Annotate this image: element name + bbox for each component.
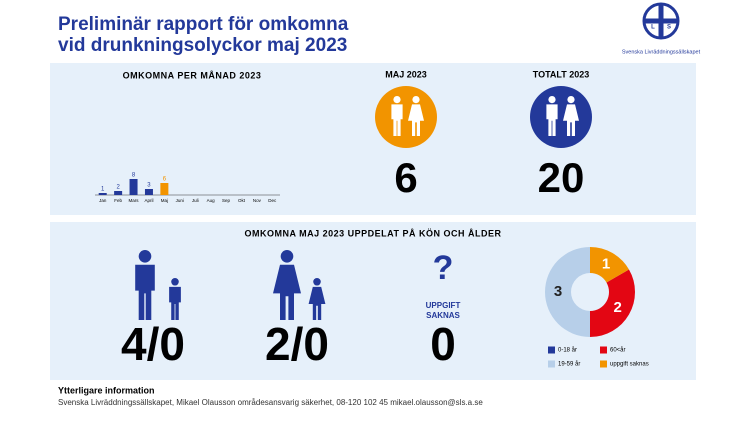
legend-swatch	[548, 360, 555, 368]
person-body	[546, 104, 558, 136]
x-tick-label: Sep	[222, 198, 231, 203]
person-body	[391, 104, 403, 136]
slice-label: 1	[602, 255, 610, 272]
breakdown-title: OMKOMNA MAJ 2023 UPPDELAT PÅ KÖN OCH ÅLD…	[244, 228, 501, 238]
donut-slice	[545, 247, 590, 337]
person-body	[308, 286, 326, 320]
legend-swatch	[600, 346, 607, 354]
unknown-label: SAKNAS	[426, 311, 460, 320]
donut-slice	[590, 247, 629, 283]
x-tick-label: Juli	[192, 198, 199, 203]
x-tick-label: Okt	[238, 198, 246, 203]
legend-label: 60<år	[610, 347, 626, 354]
x-tick-label: Nov	[253, 198, 262, 203]
legend-label: 19-59 år	[558, 361, 580, 368]
x-tick-label: Aug	[207, 198, 216, 203]
bar	[98, 193, 107, 195]
x-tick-label: Jan	[99, 198, 107, 203]
women-value: 2/0	[265, 318, 329, 370]
bar	[129, 179, 138, 195]
bar	[160, 183, 169, 195]
title: Preliminär rapport för omkomna	[58, 14, 349, 35]
men-value: 4/0	[121, 318, 185, 370]
kpi-label: TOTALT 2023	[533, 69, 590, 79]
top-panel	[50, 63, 696, 215]
person-body	[273, 264, 301, 320]
value-label: 3	[147, 183, 151, 189]
slice-label: 3	[554, 283, 562, 300]
x-tick-label: April	[144, 198, 153, 203]
question-mark: ?	[433, 249, 454, 287]
value-label: 2	[116, 185, 120, 191]
bar	[114, 191, 123, 195]
legend-swatch	[600, 360, 607, 368]
kpi-circle	[530, 86, 592, 148]
unknown-label: UPPGIFT	[426, 301, 461, 310]
kpi-circle	[375, 86, 437, 148]
x-tick-label: Dec	[268, 198, 277, 203]
logo-letter: S	[659, 12, 663, 18]
legend-swatch	[548, 346, 555, 354]
value-label: 6	[163, 177, 167, 183]
person-head	[171, 278, 179, 286]
slice-label: 2	[614, 299, 622, 316]
x-tick-label: Feb	[114, 198, 122, 203]
legend-label: 0-18 år	[558, 347, 577, 354]
person-body	[135, 264, 155, 320]
person-body	[169, 286, 181, 320]
bar	[144, 189, 153, 195]
person-head	[280, 249, 294, 263]
logo: S L S Svenska Livräddningssällskapet	[622, 2, 701, 55]
kpi-label: MAJ 2023	[385, 69, 427, 79]
person-head	[138, 249, 152, 263]
person-body	[563, 104, 579, 136]
value-label: 8	[132, 173, 136, 179]
legend-label: uppgift saknas	[610, 362, 649, 368]
logo-letter: S	[667, 25, 671, 31]
person-head	[412, 96, 420, 104]
value-label: 1	[101, 187, 105, 193]
unknown-value: 0	[430, 318, 456, 370]
footer-heading: Ytterligare information	[58, 385, 155, 395]
kpi-value: 6	[394, 154, 417, 201]
x-tick-label: Juni	[176, 198, 184, 203]
title: vid drunkningsolyckor maj 2023	[58, 35, 347, 56]
person-head	[548, 96, 556, 104]
donut-slice	[590, 269, 635, 337]
person-head	[313, 278, 321, 286]
x-tick-label: Maj	[161, 198, 168, 203]
person-body	[408, 104, 424, 136]
person-head	[393, 96, 401, 104]
footer-text: Svenska Livräddningssällskapet, Mikael O…	[58, 398, 483, 407]
kpi-value: 20	[538, 154, 585, 201]
person-head	[567, 96, 575, 104]
logo-letter: L	[651, 25, 655, 31]
bar-title: OMKOMNA PER MÅNAD 2023	[123, 70, 262, 80]
x-tick-label: Mars	[129, 198, 140, 203]
logo-text: Svenska Livräddningssällskapet	[622, 49, 701, 55]
